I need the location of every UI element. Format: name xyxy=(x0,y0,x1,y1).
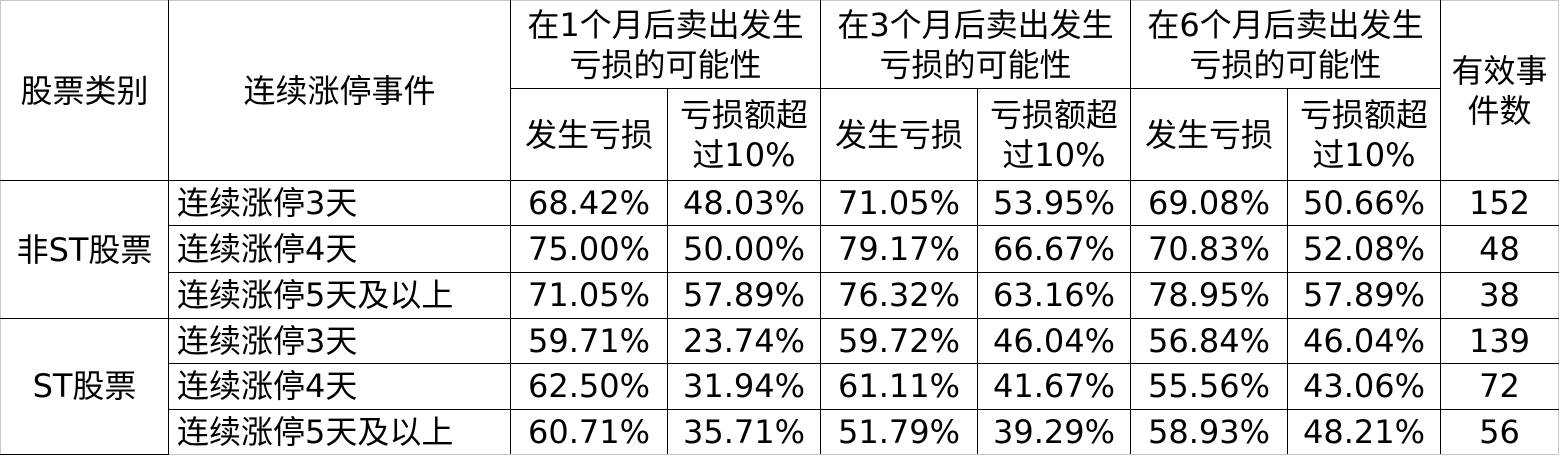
header-valid-count: 有效事件数 xyxy=(1440,0,1559,182)
subheader-3m-loss: 发生亏损 xyxy=(820,88,978,182)
m1-loss-cell: 62.50% xyxy=(510,362,668,410)
m3-over-cell: 46.04% xyxy=(977,317,1131,364)
event-cell: 连续涨停3天 xyxy=(168,317,511,364)
m6-over-cell: 57.89% xyxy=(1287,271,1441,319)
subheader-1m-loss-over: 亏损额超过10% xyxy=(667,88,821,182)
event-cell: 连续涨停5天及以上 xyxy=(168,271,511,319)
header-row-1: 股票类别 连续涨停事件 在1个月后卖出发生亏损的可能性 在3个月后卖出发生亏损的… xyxy=(0,0,1559,182)
m6-loss-cell: 58.93% xyxy=(1130,408,1288,456)
count-cell: 48 xyxy=(1440,225,1559,273)
table-row: 连续涨停5天及以上 71.05% 57.89% 76.32% 63.16% 78… xyxy=(1,271,1559,319)
m6-loss-cell: 78.95% xyxy=(1130,271,1288,319)
category-cell: ST股票 xyxy=(0,317,169,456)
m1-over-cell: 57.89% xyxy=(667,271,821,319)
header-group-3m: 在3个月后卖出发生亏损的可能性 xyxy=(820,0,1131,90)
m3-loss-cell: 71.05% xyxy=(820,180,978,227)
subheader-1m-loss: 发生亏损 xyxy=(510,88,668,182)
m6-loss-cell: 70.83% xyxy=(1130,225,1288,273)
event-cell: 连续涨停3天 xyxy=(168,180,511,227)
m3-loss-cell: 51.79% xyxy=(820,408,978,456)
subheader-6m-loss: 发生亏损 xyxy=(1130,88,1288,182)
m3-loss-cell: 61.11% xyxy=(820,362,978,410)
count-cell: 38 xyxy=(1440,271,1559,319)
m1-loss-cell: 71.05% xyxy=(510,271,668,319)
count-cell: 152 xyxy=(1440,180,1559,227)
category-cell: 非ST股票 xyxy=(0,180,169,319)
m3-over-cell: 63.16% xyxy=(977,271,1131,319)
m1-loss-cell: 68.42% xyxy=(510,180,668,227)
m3-loss-cell: 59.72% xyxy=(820,317,978,364)
m3-over-cell: 39.29% xyxy=(977,408,1131,456)
m3-over-cell: 53.95% xyxy=(977,180,1131,227)
table-row: 连续涨停5天及以上 60.71% 35.71% 51.79% 39.29% 58… xyxy=(1,408,1559,456)
m6-loss-cell: 69.08% xyxy=(1130,180,1288,227)
event-cell: 连续涨停5天及以上 xyxy=(168,408,511,456)
event-cell: 连续涨停4天 xyxy=(168,225,511,273)
m3-over-cell: 66.67% xyxy=(977,225,1131,273)
m6-loss-cell: 55.56% xyxy=(1130,362,1288,410)
m1-loss-cell: 60.71% xyxy=(510,408,668,456)
m3-over-cell: 41.67% xyxy=(977,362,1131,410)
header-row-2: 发生亏损 亏损额超过10% 发生亏损 亏损额超过10% 发生亏损 亏损额超过10… xyxy=(1,88,1559,182)
count-cell: 56 xyxy=(1440,408,1559,456)
m6-loss-cell: 56.84% xyxy=(1130,317,1288,364)
m1-loss-cell: 75.00% xyxy=(510,225,668,273)
m6-over-cell: 48.21% xyxy=(1287,408,1441,456)
subheader-6m-loss-over: 亏损额超过10% xyxy=(1287,88,1441,182)
header-category: 股票类别 xyxy=(0,0,169,182)
m6-over-cell: 52.08% xyxy=(1287,225,1441,273)
subheader-3m-loss-over: 亏损额超过10% xyxy=(977,88,1131,182)
m6-over-cell: 50.66% xyxy=(1287,180,1441,227)
table-row: 连续涨停4天 62.50% 31.94% 61.11% 41.67% 55.56… xyxy=(1,362,1559,410)
m3-loss-cell: 79.17% xyxy=(820,225,978,273)
m1-loss-cell: 59.71% xyxy=(510,317,668,364)
table-row: ST股票 连续涨停3天 59.71% 23.74% 59.72% 46.04% … xyxy=(0,317,1559,456)
event-cell: 连续涨停4天 xyxy=(168,362,511,410)
m6-over-cell: 43.06% xyxy=(1287,362,1441,410)
table-row: 连续涨停4天 75.00% 50.00% 79.17% 66.67% 70.83… xyxy=(1,225,1559,273)
m1-over-cell: 35.71% xyxy=(667,408,821,456)
m1-over-cell: 31.94% xyxy=(667,362,821,410)
header-group-6m: 在6个月后卖出发生亏损的可能性 xyxy=(1130,0,1441,90)
m3-loss-cell: 76.32% xyxy=(820,271,978,319)
count-cell: 139 xyxy=(1440,317,1559,364)
table-row: 非ST股票 连续涨停3天 68.42% 48.03% 71.05% 53.95%… xyxy=(0,180,1559,319)
m1-over-cell: 23.74% xyxy=(667,317,821,364)
header-event: 连续涨停事件 xyxy=(168,0,511,182)
m6-over-cell: 46.04% xyxy=(1287,317,1441,364)
header-group-1m: 在1个月后卖出发生亏损的可能性 xyxy=(510,0,821,90)
count-cell: 72 xyxy=(1440,362,1559,410)
m1-over-cell: 48.03% xyxy=(667,180,821,227)
m1-over-cell: 50.00% xyxy=(667,225,821,273)
